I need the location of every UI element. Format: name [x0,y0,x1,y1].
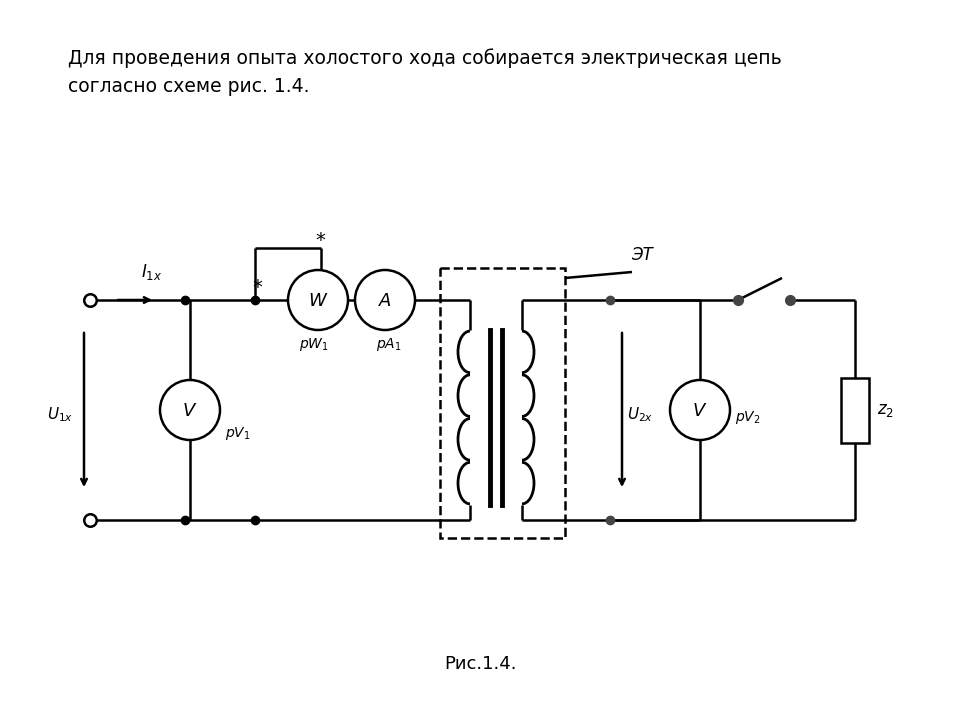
Text: $V$: $V$ [182,402,198,420]
FancyBboxPatch shape [841,377,869,443]
Text: *: * [315,231,324,250]
Text: $W$: $W$ [308,292,328,310]
Circle shape [355,270,415,330]
Text: Для проведения опыта холостого хода собирается электрическая цепь
согласно схеме: Для проведения опыта холостого хода соби… [68,48,781,96]
Text: ЭТ: ЭТ [631,246,653,264]
Text: $z_2$: $z_2$ [877,401,894,419]
Text: $A$: $A$ [378,292,392,310]
Text: $U_{2x}$: $U_{2x}$ [627,405,654,424]
Text: $U_{1x}$: $U_{1x}$ [47,405,73,424]
Text: $pW_1$: $pW_1$ [300,336,329,353]
Circle shape [160,380,220,440]
Circle shape [288,270,348,330]
Text: $pV_1$: $pV_1$ [225,425,251,442]
Text: $pV_2$: $pV_2$ [735,410,760,426]
Text: Рис.1.4.: Рис.1.4. [444,655,516,673]
Text: $I_{1x}$: $I_{1x}$ [141,262,162,282]
Circle shape [670,380,730,440]
Text: *: * [252,278,262,297]
Text: $pA_1$: $pA_1$ [376,336,402,353]
Text: $V$: $V$ [692,402,708,420]
